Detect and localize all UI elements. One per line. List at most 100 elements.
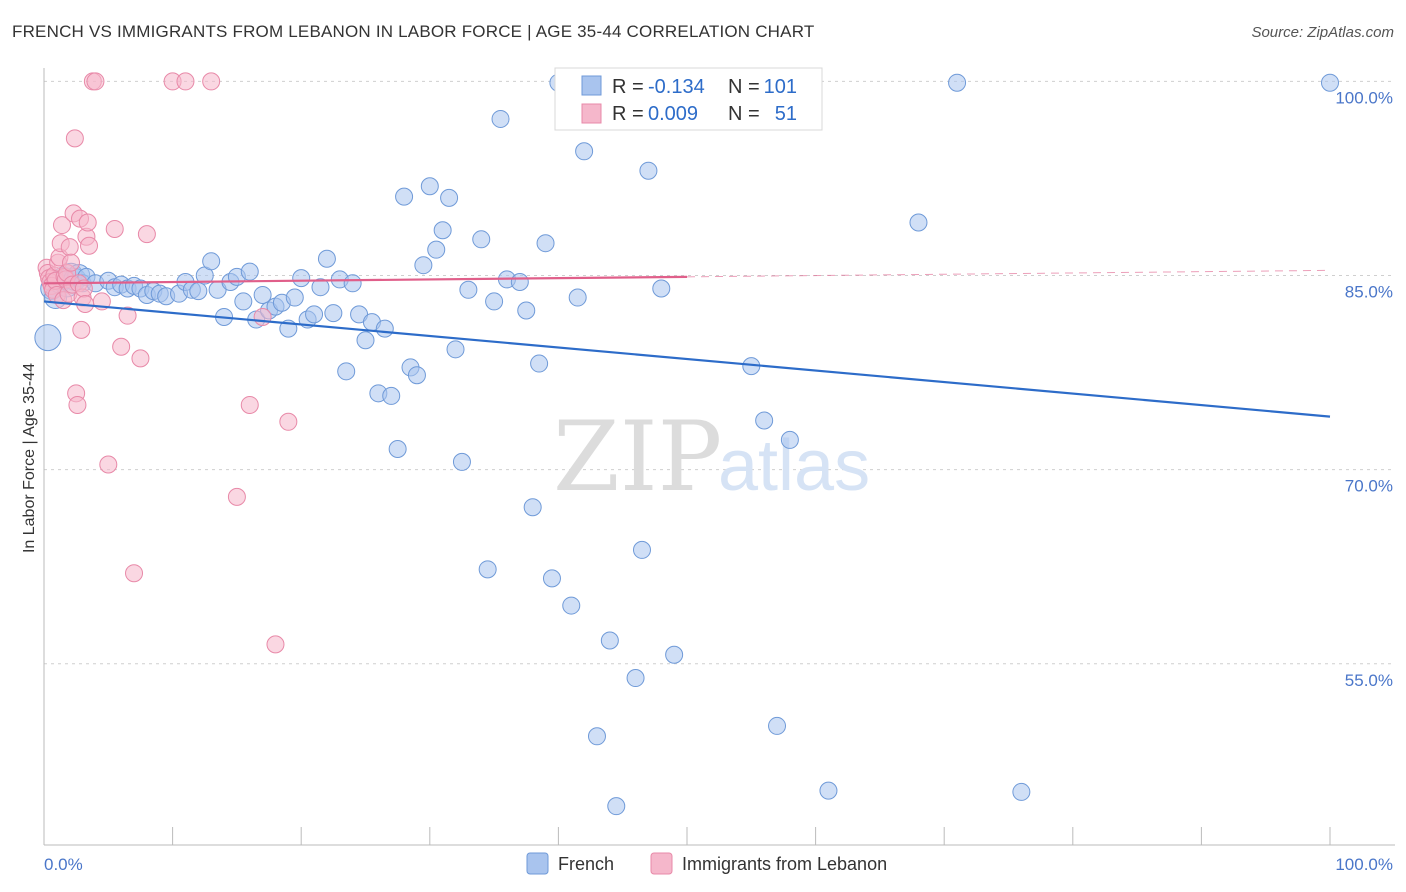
french-point-66: [452, 452, 471, 471]
french-point-67: [459, 280, 478, 299]
lebanon-point-40: [118, 306, 137, 325]
trend-line-lebanon: [43, 275, 688, 285]
series-lebanon-points: [37, 72, 298, 654]
watermark-zip: ZIP: [553, 401, 722, 513]
y-axis-label: In Labor Force | Age 35-44: [21, 363, 38, 553]
french-point-55: [382, 386, 401, 405]
french-point-71: [491, 109, 510, 128]
lebanon-point-38: [105, 219, 124, 238]
french-point-88: [632, 540, 651, 559]
x-tick-label-max: 100.0%: [1335, 855, 1393, 874]
correlation-legend: R = -0.134 N = 101 R = 0.009 N = 51: [554, 67, 823, 131]
series-legend: French Immigrants from Lebanon: [526, 852, 887, 875]
legend-n-value-french: 101: [764, 76, 797, 98]
legend-swatch-french: [581, 75, 602, 96]
french-point-32: [234, 292, 253, 311]
french-point-81: [568, 288, 587, 307]
french-point-45: [317, 249, 336, 268]
lebanon-point-37: [99, 455, 118, 474]
lebanon-point-47: [227, 487, 246, 506]
lebanon-point-45: [176, 72, 195, 91]
x-tick-labels: 0.0% 100.0%: [44, 855, 1393, 874]
french-point-83: [587, 727, 606, 746]
legend-n-value-lebanon: 51: [775, 103, 797, 125]
french-point-56: [388, 439, 407, 458]
french-point-84: [600, 631, 619, 650]
watermark: ZIP atlas: [553, 401, 870, 513]
french-point-97: [819, 781, 838, 800]
lebanon-point-43: [137, 225, 156, 244]
french-point-73: [510, 273, 529, 292]
french-point-77: [536, 234, 555, 253]
legend-bottom-swatch-french: [526, 852, 549, 875]
lebanon-point-32: [78, 213, 97, 232]
french-point-80: [562, 596, 581, 615]
french-point-95: [768, 716, 787, 735]
french-point-82: [575, 142, 594, 161]
trend-line-lebanon-extension: [686, 269, 1331, 278]
lebanon-point-51: [279, 412, 298, 431]
lebanon-point-46: [202, 72, 221, 91]
lebanon-point-19: [62, 253, 81, 272]
legend-swatch-lebanon: [581, 103, 602, 124]
french-point-74: [517, 301, 536, 320]
french-point-100: [1012, 782, 1031, 801]
lebanon-point-12: [53, 216, 72, 235]
french-point-65: [446, 340, 465, 359]
legend-bottom-label-lebanon: Immigrants from Lebanon: [682, 854, 887, 874]
french-point-89: [639, 161, 658, 180]
lebanon-point-33: [80, 236, 99, 255]
french-point-78: [542, 569, 561, 588]
french-point-44: [311, 278, 330, 297]
lebanon-point-35: [86, 72, 105, 91]
trend-line-french: [43, 300, 1331, 418]
french-point-70: [485, 292, 504, 311]
french-point-46: [324, 304, 343, 323]
lebanon-point-48: [240, 395, 259, 414]
legend-r-label-french: R =: [612, 76, 644, 98]
french-point-69: [478, 560, 497, 579]
legend-r-value-lebanon: 0.009: [648, 103, 698, 125]
french-point-43: [305, 305, 324, 324]
french-point-98: [909, 213, 928, 232]
legend-bottom-swatch-lebanon: [650, 852, 673, 875]
lebanon-point-22: [65, 129, 84, 148]
y-tick-label-2: 70.0%: [1345, 477, 1393, 496]
french-point-0: [34, 324, 62, 352]
lebanon-point-18: [60, 238, 79, 257]
legend-n-label-french: N =: [728, 76, 760, 98]
french-point-63: [433, 221, 452, 240]
lebanon-point-41: [125, 564, 144, 583]
trend-lines: [43, 269, 1331, 418]
y-tick-label-1: 85.0%: [1345, 283, 1393, 302]
french-point-40: [285, 288, 304, 307]
french-point-54: [375, 319, 394, 338]
french-point-68: [472, 230, 491, 249]
french-point-60: [414, 256, 433, 275]
french-point-99: [948, 73, 967, 92]
lebanon-point-27: [72, 320, 91, 339]
lebanon-point-49: [253, 307, 272, 326]
french-point-76: [530, 354, 549, 373]
lebanon-point-42: [131, 349, 150, 368]
axes: [43, 68, 1395, 846]
french-point-41: [292, 269, 311, 288]
french-point-96: [780, 430, 799, 449]
french-point-94: [755, 411, 774, 430]
x-tick-label-min: 0.0%: [44, 855, 83, 874]
y-tick-labels: 100.0% 85.0% 70.0% 55.0%: [1335, 88, 1393, 689]
y-tick-label-3: 55.0%: [1345, 671, 1393, 690]
lebanon-point-50: [266, 635, 285, 654]
french-point-85: [607, 797, 626, 816]
french-point-59: [407, 366, 426, 385]
french-point-87: [626, 669, 645, 688]
legend-n-label-lebanon: N =: [728, 103, 760, 125]
lebanon-point-39: [112, 337, 131, 356]
legend-bottom-label-french: French: [558, 854, 614, 874]
legend-r-label-lebanon: R =: [612, 103, 644, 125]
french-point-49: [343, 274, 362, 293]
french-point-25: [189, 282, 208, 301]
french-point-64: [440, 188, 459, 207]
french-point-33: [240, 262, 259, 281]
